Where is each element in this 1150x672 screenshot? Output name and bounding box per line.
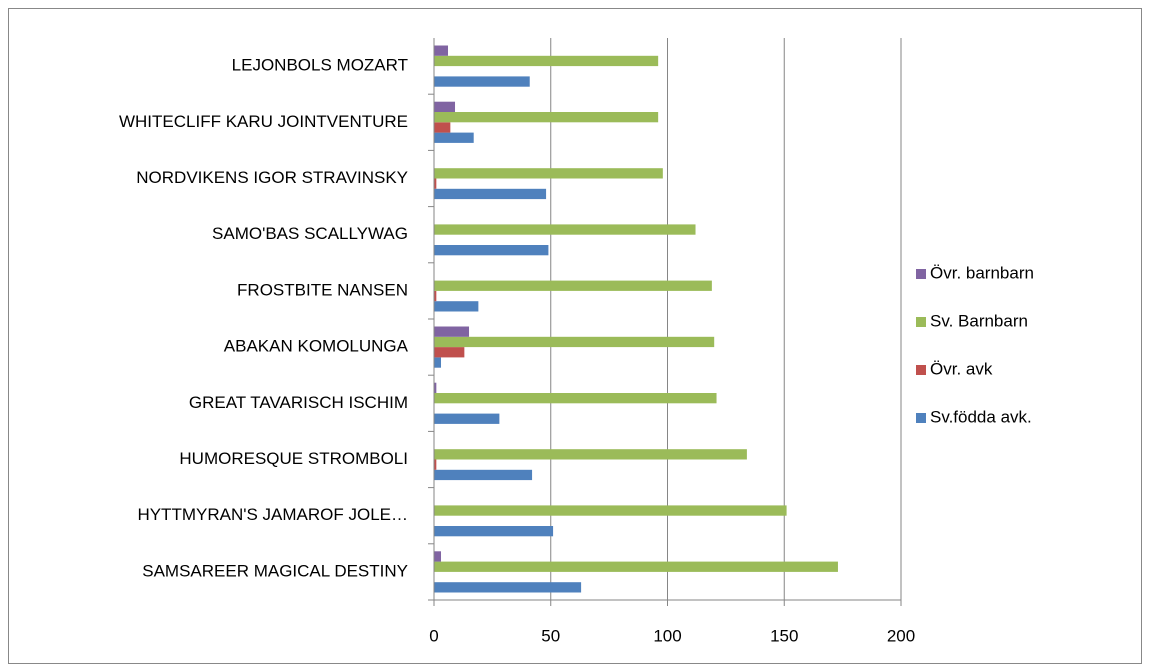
bar — [434, 561, 838, 572]
bar — [434, 290, 437, 302]
bar — [434, 245, 549, 256]
y-tick-label: HUMORESQUE STROMBOLI — [179, 449, 408, 468]
bar — [434, 132, 474, 143]
bar — [434, 382, 437, 393]
bar — [434, 280, 712, 291]
legend-label: Övr. barnbarn — [930, 263, 1034, 282]
x-tick-label: 50 — [541, 626, 560, 645]
bar — [434, 224, 696, 235]
y-tick-label: WHITECLIFF KARU JOINTVENTURE — [119, 112, 408, 131]
bar — [434, 112, 659, 123]
x-tick-label: 150 — [770, 626, 798, 645]
bar — [434, 469, 533, 481]
bar — [434, 347, 465, 358]
legend-swatch — [916, 365, 926, 375]
bar — [434, 76, 530, 87]
bar — [434, 526, 554, 537]
y-tick-label: SAMSAREER MAGICAL DESTINY — [142, 561, 408, 580]
y-tick-label: HYTTMYRAN'S JAMAROF JOLE… — [137, 505, 408, 524]
bar — [434, 45, 449, 56]
legend-swatch — [916, 317, 926, 327]
legend-label: Sv.födda avk. — [930, 407, 1032, 426]
y-tick-label: LEJONBOLS MOZART — [232, 56, 408, 75]
bar — [434, 357, 442, 368]
bar — [434, 55, 659, 67]
x-tick-label: 200 — [887, 626, 915, 645]
bar — [434, 188, 547, 200]
bar — [434, 301, 479, 312]
bar — [434, 178, 437, 189]
y-tick-label: ABAKAN KOMOLUNGA — [224, 337, 409, 356]
y-tick-label: NORDVIKENS IGOR STRAVINSKY — [136, 168, 408, 187]
bar — [434, 449, 747, 460]
legend-label: Övr. avk — [930, 359, 993, 378]
bar — [434, 336, 715, 348]
x-tick-label: 100 — [653, 626, 681, 645]
legend-label: Sv. Barnbarn — [930, 311, 1028, 330]
y-tick-label: GREAT TAVARISCH ISCHIM — [189, 393, 408, 412]
bar — [434, 168, 663, 179]
legend-swatch — [916, 413, 926, 423]
bar — [434, 582, 582, 593]
bar — [434, 459, 437, 470]
y-tick-label: FROSTBITE NANSEN — [237, 280, 408, 299]
y-tick-label: SAMO'BAS SCALLYWAG — [212, 224, 408, 243]
bar — [434, 122, 451, 133]
bar — [434, 393, 717, 404]
bar — [434, 505, 787, 516]
legend-swatch — [916, 269, 926, 279]
bar — [434, 326, 470, 337]
bar — [434, 551, 442, 562]
bar — [434, 413, 500, 424]
x-tick-label: 0 — [429, 626, 438, 645]
bar — [434, 101, 456, 112]
